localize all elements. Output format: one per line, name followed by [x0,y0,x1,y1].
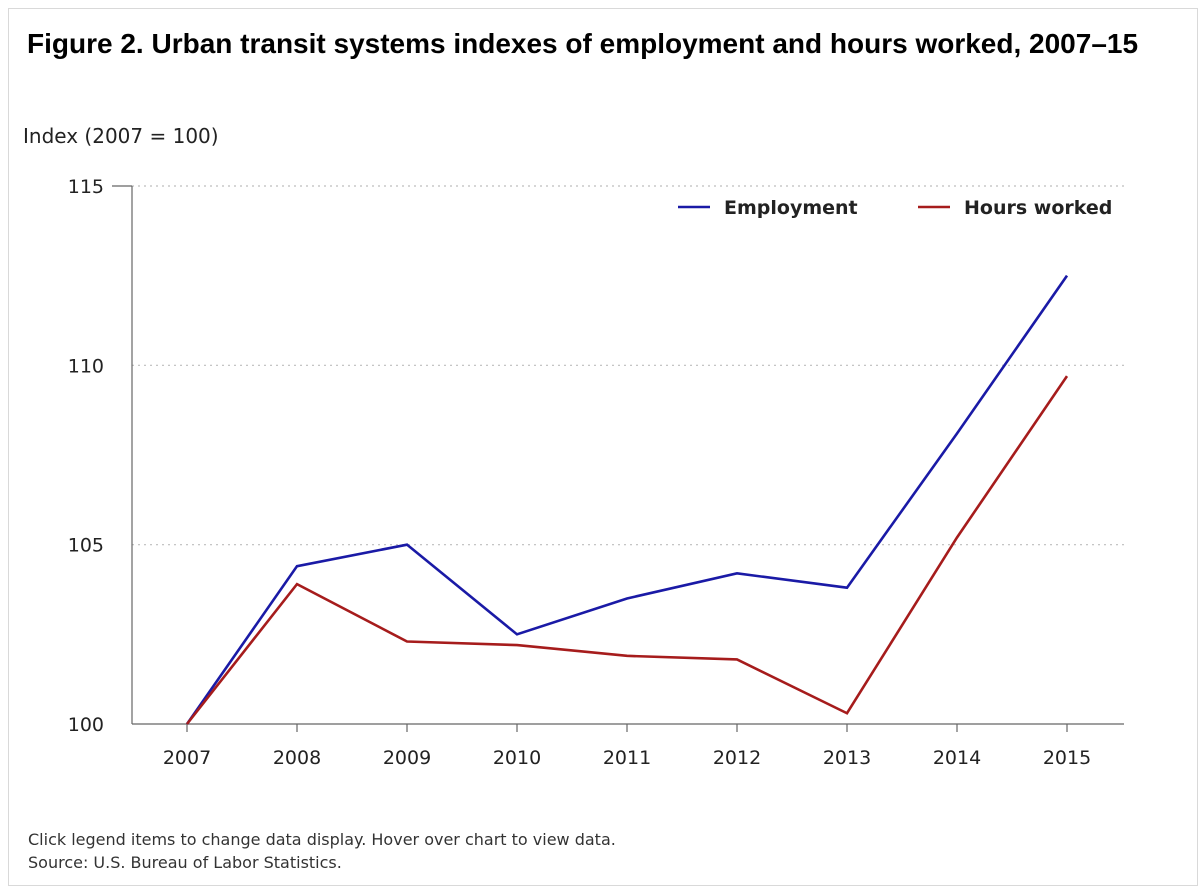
figure-frame [8,8,1198,886]
chart-notes: Click legend items to change data displa… [28,828,616,874]
line-chart[interactable]: 100 105 110 115 2007 2008 2009 2010 2011 2012 2013… [0,0,1200,820]
source-note: Source: U.S. Bureau of Labor Statistics. [28,853,342,872]
series-lines[interactable] [185,274,1069,725]
y-axis-unit-label: Index (2007 = 100) [23,124,219,148]
x-tick-label: 2013 [823,747,871,769]
x-tick-label: 2012 [713,747,761,769]
y-tick-label: 110 [68,355,104,377]
x-tick-label: 2011 [603,747,651,769]
chart-title: Figure 2. Urban transit systems indexes … [27,28,1139,59]
x-tick-label: 2015 [1043,747,1091,769]
legend-label: Employment [724,197,858,219]
interaction-note: Click legend items to change data displa… [28,830,616,849]
x-tick-label: 2014 [933,747,981,769]
x-tick-label: 2008 [273,747,321,769]
x-tick-label: 2009 [383,747,431,769]
y-tick-label: 105 [68,535,104,557]
legend[interactable]: Employment Hours worked [678,197,1112,219]
gridlines [132,185,1124,546]
hours-worked-line[interactable] [185,375,1069,725]
legend-label: Hours worked [964,197,1112,219]
x-tick-label: 2007 [163,747,211,769]
legend-item-employment[interactable]: Employment [678,197,858,219]
y-tick-label: 100 [68,714,104,736]
legend-item-hours-worked[interactable]: Hours worked [918,197,1112,219]
employment-line[interactable] [185,274,1069,725]
axes: 100 105 110 115 2007 2008 2009 2010 2011 2012 2013… [68,176,1124,769]
y-tick-label: 115 [68,176,104,198]
x-tick-label: 2010 [493,747,541,769]
